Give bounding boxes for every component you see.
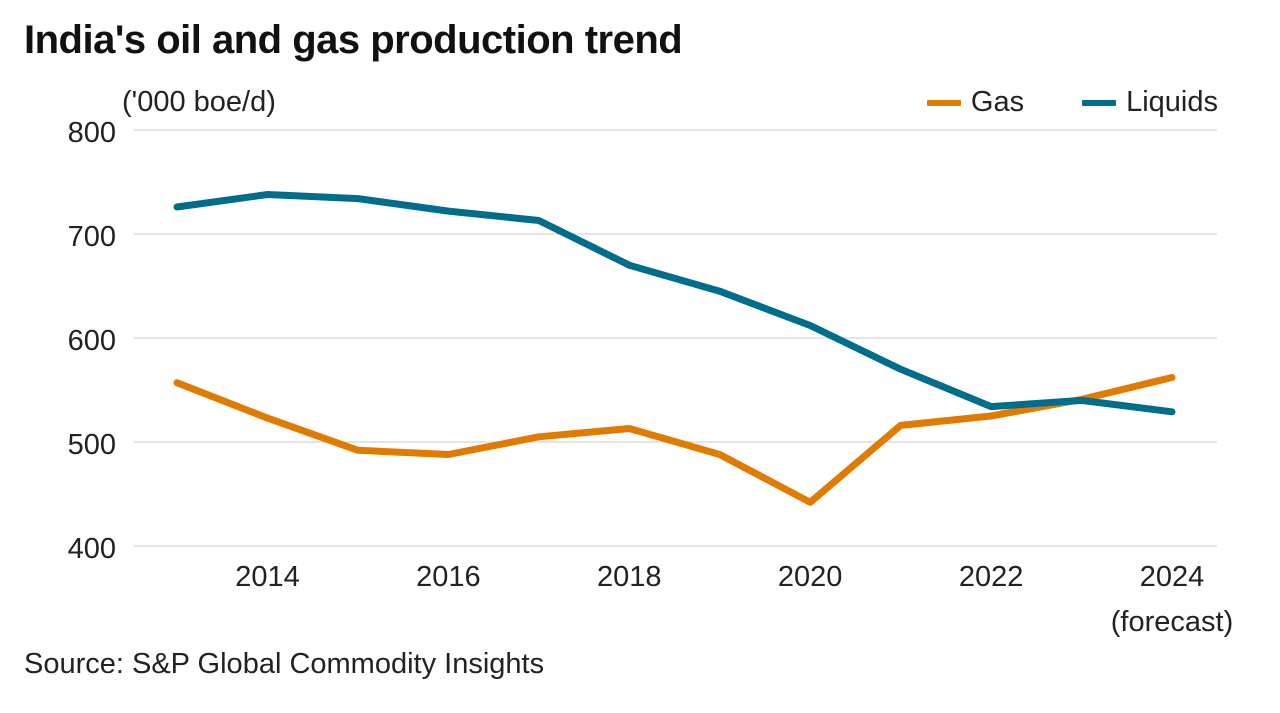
x-tick-sublabel-2024: (forecast) [1111,606,1233,638]
legend: Gas Liquids [869,86,1218,119]
x-tick-label-2018: 2018 [597,561,662,593]
y-axis-unit-label: ('000 boe/d) [122,86,276,118]
y-tick-label-600: 600 [68,325,116,357]
y-tick-label-500: 500 [68,429,116,461]
series-line-liquids [173,191,1176,416]
series-line-gas [173,374,1176,506]
x-tick-label-2020: 2020 [778,561,843,593]
y-tick-label-700: 700 [68,221,116,253]
x-tick-label-2014: 2014 [235,561,300,593]
x-tick-label-2022: 2022 [959,561,1024,593]
legend-item-gas: Gas [926,86,1025,119]
y-tick-label-400: 400 [68,533,116,565]
legend-label-gas: Gas [970,86,1025,118]
legend-swatch-liquids [1082,99,1117,106]
source-note: Source: S&P Global Commodity Insights [24,648,545,680]
legend-swatch-gas [926,99,961,106]
chart-title: India's oil and gas production trend [24,18,683,62]
y-tick-label-800: 800 [68,117,116,149]
legend-item-liquids: Liquids [1082,86,1218,119]
legend-label-liquids: Liquids [1126,86,1218,118]
x-tick-label-2024: 2024 [1140,561,1205,593]
x-tick-label-2016: 2016 [416,561,481,593]
